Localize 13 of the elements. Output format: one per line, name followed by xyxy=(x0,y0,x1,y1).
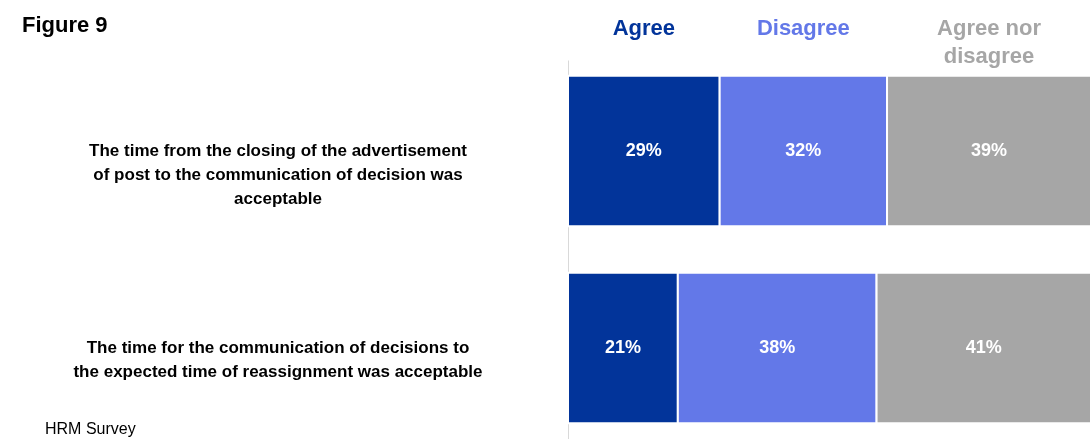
data-label: 29% xyxy=(625,140,662,161)
data-label: 38% xyxy=(759,336,796,357)
series-label: Agree nor disagree xyxy=(937,15,1042,68)
y-tick-label: The time from the closing of the advertisement of post to the communication of decision was acceptable xyxy=(89,141,468,209)
data-label: 39% xyxy=(971,140,1008,161)
series-label: Disagree xyxy=(756,15,850,40)
y-tick-label: The time for the communication of decisions to the expected time of reassignment was acceptable xyxy=(73,337,483,381)
text: Figure 9 xyxy=(22,12,108,37)
text: HRM Survey xyxy=(45,420,136,437)
series-label: Agree xyxy=(612,15,676,40)
data-label: 21% xyxy=(604,336,641,357)
data-label: 32% xyxy=(785,140,822,161)
data-label: 41% xyxy=(965,336,1002,357)
